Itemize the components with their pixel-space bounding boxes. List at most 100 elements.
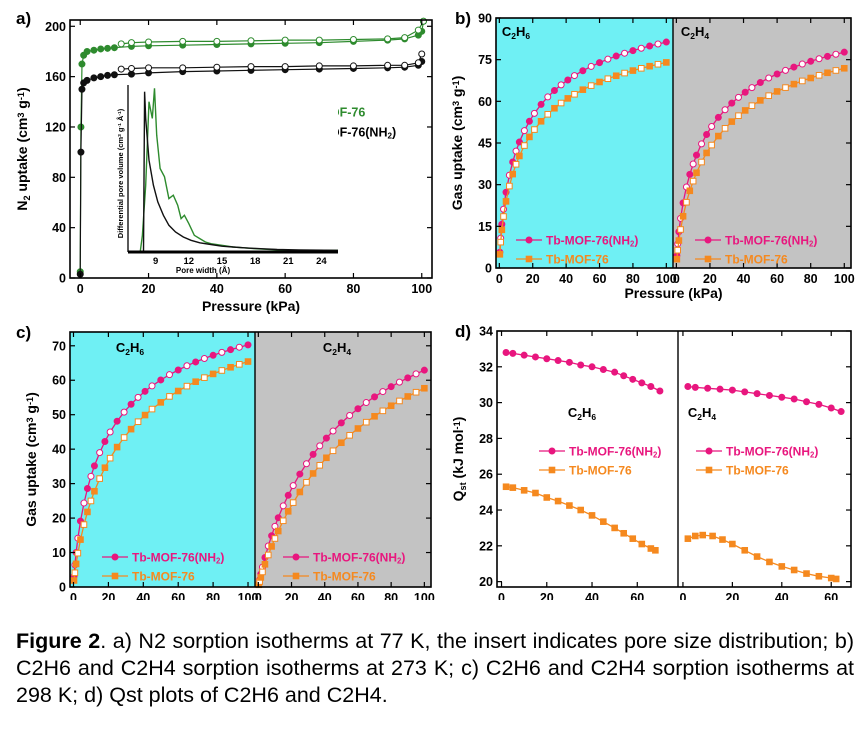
a-point-2-1 [77, 148, 85, 156]
d-point-3-11 [803, 570, 810, 577]
d-legend-label-1-1: Tb-MOF-76 [726, 464, 789, 478]
b-y-axis-label: Gas uptake (cm3 g-1) [449, 76, 465, 211]
d-point-3-5 [729, 540, 736, 548]
a-inset-x-axis-label: Pore width (Å) [176, 266, 231, 275]
panel-label-b: b) [455, 9, 471, 28]
b-point-0-13 [544, 93, 552, 101]
b-point-2-15 [734, 93, 742, 101]
d-point-1-3 [532, 489, 539, 497]
a-point-2-2 [78, 85, 86, 93]
c-point-2-18 [337, 419, 345, 427]
b-sub1-xtick-label-80: 80 [804, 272, 818, 286]
c-point-0-8 [90, 462, 98, 470]
d-point-3-8 [766, 558, 773, 566]
b-ytick-label-75: 75 [478, 53, 492, 67]
d-point-3-14 [832, 575, 840, 583]
c-sub0-xtick-label-40: 40 [136, 591, 150, 600]
c-sub0-xtick-label-20: 20 [101, 591, 115, 600]
b-point-2-18 [756, 79, 764, 87]
b-sub1-xtick-label-60: 60 [770, 272, 784, 286]
a-point-1-3 [384, 35, 392, 43]
b-point-3-25 [815, 71, 823, 79]
b-point-2-17 [748, 84, 756, 92]
d-point-0-3 [531, 353, 539, 361]
b-point-3-13 [721, 125, 729, 132]
c-point-0-19 [165, 371, 173, 379]
b-point-3-10 [703, 149, 710, 157]
a-point-3-9 [179, 64, 187, 72]
c-legend-label-0-0: Tb-MOF-76(NH2) [132, 551, 224, 566]
b-point-3-16 [741, 107, 749, 114]
b-point-0-26 [646, 42, 654, 50]
d-ytick-label-28: 28 [479, 432, 493, 446]
d-point-2-1 [691, 383, 699, 391]
a-point-3-4 [349, 62, 357, 70]
d-legend-marker-0-1 [548, 466, 556, 474]
b-point-0-18 [579, 67, 587, 75]
b-point-3-20 [773, 88, 781, 95]
d-point-1-0 [502, 483, 510, 491]
d-point-1-5 [554, 497, 562, 505]
b-point-0-28 [662, 38, 670, 46]
c-point-0-28 [244, 341, 252, 349]
b-point-1-2 [498, 226, 506, 234]
b-ytick-label-60: 60 [478, 95, 492, 109]
d-point-2-10 [803, 398, 811, 406]
a-point-1-1 [414, 26, 422, 34]
b-point-2-12 [714, 113, 722, 121]
a-point-1-12 [117, 40, 125, 48]
d-point-2-4 [728, 386, 736, 394]
c-ytick-label-70: 70 [52, 339, 66, 353]
a-x-axis-label: Pressure (kPa) [202, 298, 300, 314]
c-point-3-11 [289, 499, 297, 506]
c-point-0-23 [200, 354, 208, 362]
c-point-3-27 [412, 388, 420, 396]
d-point-2-9 [790, 395, 798, 403]
d-point-3-7 [753, 553, 761, 560]
c-point-1-23 [201, 374, 208, 381]
b-point-3-6 [686, 187, 694, 195]
c-point-2-19 [346, 411, 354, 419]
c-sub1-xtick-label-80: 80 [384, 591, 398, 600]
a-point-3-1 [414, 59, 422, 67]
a-inset-line-1 [142, 91, 339, 253]
c-point-3-25 [396, 397, 403, 405]
d-point-3-3 [709, 532, 716, 540]
c-point-3-14 [309, 470, 317, 477]
c-point-2-23 [379, 388, 387, 396]
d-point-0-1 [509, 349, 517, 357]
c-point-3-9 [279, 517, 287, 525]
a-ytick-label-40: 40 [52, 221, 66, 235]
d-point-1-1 [509, 484, 517, 491]
caption-text: . a) N2 sorption isotherms at 77 K, the … [16, 629, 854, 707]
a-point-2-4 [83, 76, 91, 84]
b-point-3-18 [757, 97, 764, 104]
d-point-3-0 [684, 535, 692, 542]
c-point-1-14 [127, 425, 135, 433]
a-inset-xtick-label-18: 18 [250, 256, 261, 267]
b-point-3-15 [735, 112, 742, 119]
b-ytick-label-0: 0 [485, 262, 492, 276]
d-point-0-11 [620, 372, 628, 380]
c-ytick-label-10: 10 [52, 546, 66, 560]
c-point-3-6 [268, 543, 275, 550]
c-point-0-18 [157, 376, 165, 384]
a-point-3-5 [315, 62, 323, 70]
c-point-1-8 [91, 487, 98, 495]
c-point-1-13 [120, 434, 128, 441]
c-point-3-7 [271, 535, 279, 542]
b-sub0-xtick-label-100: 100 [656, 272, 677, 286]
d-ytick-label-34: 34 [479, 325, 493, 339]
d-point-1-15 [652, 547, 659, 554]
b-sub1-xtick-label-20: 20 [703, 272, 717, 286]
b-sub1-xtick-label-0: 0 [673, 272, 680, 286]
b-point-2-26 [823, 52, 831, 60]
b-point-3-23 [799, 77, 806, 85]
b-point-3-7 [689, 177, 697, 185]
b-point-2-6 [686, 170, 694, 178]
d-point-0-8 [588, 363, 596, 371]
c-point-1-2 [72, 560, 80, 568]
d-legend-label-0-0: Tb-MOF-76(NH2) [569, 445, 661, 460]
b-point-1-15 [557, 99, 565, 107]
c-point-1-6 [84, 508, 91, 516]
